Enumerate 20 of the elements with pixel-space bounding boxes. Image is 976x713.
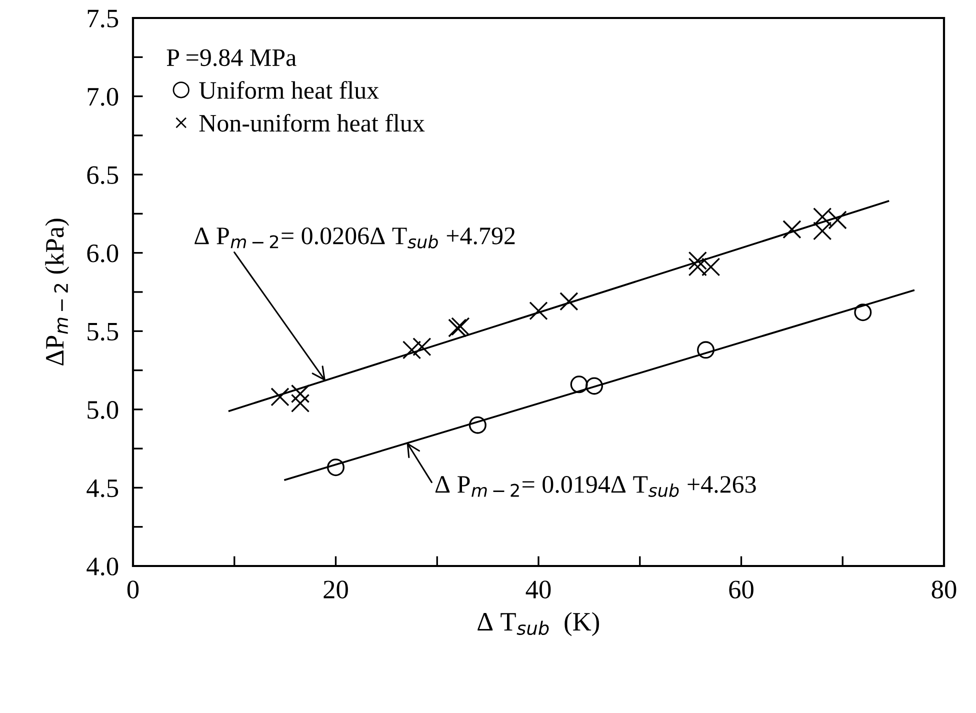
x-axis-title: Δ T$_{sub}$ (K) (478, 612, 600, 636)
x-tick-label: 80 (932, 580, 956, 598)
x-tick-label: 40 (526, 580, 551, 598)
y-tick-label: 5.0 (88, 401, 118, 419)
annotation: Δ P$_{m−2}$= 0.0206Δ T$_{sub}$ +4.792 (194, 227, 515, 248)
annotation: Δ P$_{m−2}$= 0.0194Δ T$_{sub}$ +4.263 (435, 476, 756, 497)
legend-label: Uniform heat flux (199, 81, 379, 99)
y-axis-title: ΔP$_{m−2}$ (kPa) (45, 218, 70, 366)
x-tick-label: 20 (324, 580, 348, 598)
y-tick-label: 7.5 (88, 10, 118, 28)
y-tick-label: 6.0 (87, 244, 118, 262)
y-tick-label: 7.0 (88, 88, 118, 106)
legend-title: P =9.84 MPa (166, 49, 296, 66)
y-tick-label: 6.5 (87, 166, 118, 184)
x-tick-label: 0 (127, 580, 139, 598)
x-tick-label: 60 (729, 580, 754, 598)
y-tick-label: 5.5 (88, 323, 118, 341)
y-tick-label: 4.0 (86, 558, 118, 576)
y-tick-label: 4.5 (86, 480, 118, 498)
legend-label: Non-uniform heat flux (199, 114, 425, 132)
